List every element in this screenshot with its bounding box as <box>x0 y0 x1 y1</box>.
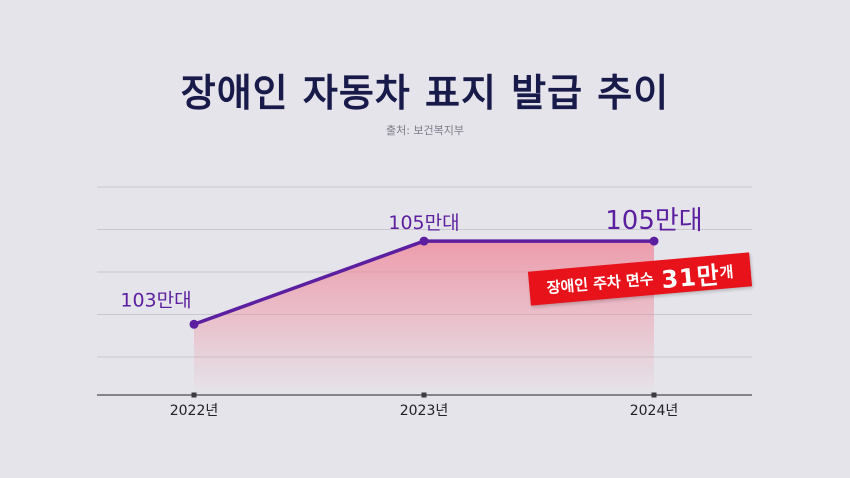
data-points <box>189 236 659 329</box>
badge-value: 31만 <box>660 260 721 294</box>
data-point <box>189 319 199 329</box>
x-tick-label: 2022년 <box>170 403 219 419</box>
data-point <box>649 236 659 246</box>
area-fill <box>194 241 654 395</box>
x-tick-label: 2023년 <box>400 403 449 419</box>
chart-source: 출처: 보건복지부 <box>385 124 465 137</box>
data-point <box>419 236 429 246</box>
badge-prefix: 장애인 주차 면수 <box>545 269 655 297</box>
chart-title: 장애인 자동차 표지 발급 추이 <box>180 71 670 115</box>
x-tick-labels: 2022년 2023년 2024년 <box>170 403 679 419</box>
data-label: 103만대 <box>120 289 191 311</box>
x-axis-ticks <box>191 392 657 398</box>
badge-suffix: 개 <box>718 262 735 282</box>
x-tick-mark <box>191 392 197 398</box>
data-label: 105만대 <box>388 212 459 234</box>
x-tick-mark <box>421 392 427 398</box>
x-tick-label: 2024년 <box>630 403 679 419</box>
x-tick-mark <box>651 392 657 398</box>
data-labels: 103만대 105만대 105만대 <box>120 206 702 311</box>
data-label: 105만대 <box>605 206 702 236</box>
